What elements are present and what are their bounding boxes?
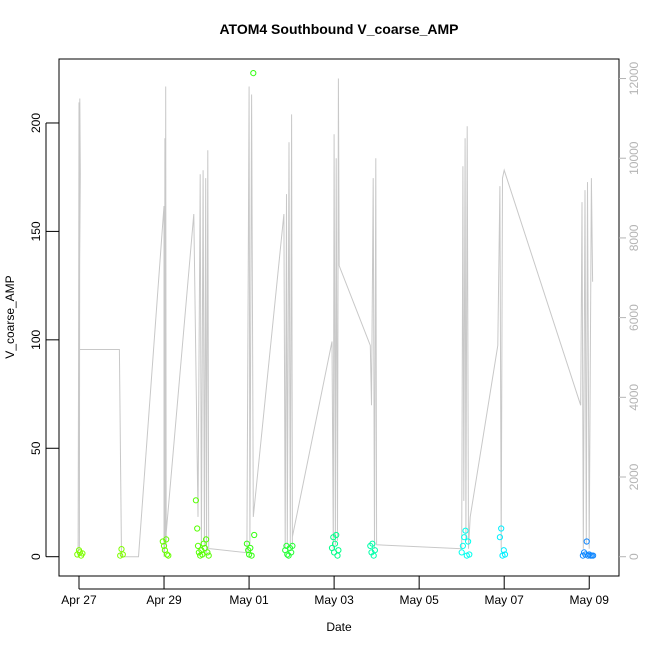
data-point-39 — [289, 542, 296, 550]
data-point-53 — [459, 542, 466, 550]
data-point-67 — [583, 538, 590, 545]
data-point-16 — [194, 542, 202, 550]
data-point-46 — [335, 547, 342, 554]
data-point-13 — [165, 552, 172, 559]
x-tick-label: May 01 — [229, 593, 269, 607]
data-point-45 — [334, 552, 341, 559]
y-right-tick-label: 10000 — [627, 141, 641, 175]
data-point-54 — [461, 534, 468, 541]
data-point-25 — [205, 552, 212, 559]
data-point-20 — [199, 551, 206, 558]
data-point-44 — [333, 531, 340, 539]
x-axis-ticks: Apr 27 Apr 29 May 01 May 03 May 05 May 07 May … — [61, 576, 609, 607]
x-tick-label: Apr 29 — [146, 593, 182, 607]
data-point-38 — [288, 549, 295, 556]
x-tick-label: Apr 27 — [61, 593, 97, 607]
data-point-49 — [369, 540, 376, 547]
data-point-7 — [119, 551, 126, 558]
data-point-9 — [160, 542, 168, 550]
data-point-22 — [201, 544, 208, 552]
y-right-tick-label: 4000 — [627, 384, 641, 411]
y-axis-left-ticks: 0 50 100 150 200 — [29, 113, 59, 560]
data-point-58 — [466, 551, 473, 558]
data-point-55 — [462, 527, 469, 534]
y-left-tick-label: 0 — [29, 553, 43, 560]
x-tick-label: May 05 — [399, 593, 439, 607]
data-point-32 — [251, 531, 258, 539]
data-point-31 — [250, 70, 257, 77]
data-point-62 — [500, 547, 507, 554]
x-tick-label: May 03 — [314, 593, 354, 607]
data-point-63 — [501, 551, 509, 558]
data-point-12 — [163, 551, 171, 558]
y-axis-right-ticks: 0 2000 4000 6000 8000 10000 12000 — [619, 61, 641, 560]
data-point-11 — [163, 536, 170, 543]
x-axis-label: Date — [326, 620, 352, 634]
chart-title: ATOM4 Southbound V_coarse_AMP — [219, 21, 458, 37]
data-point-59 — [496, 534, 503, 541]
data-point-14 — [192, 497, 199, 504]
data-point-57 — [465, 538, 472, 545]
y-right-tick-label: 2000 — [627, 463, 641, 490]
data-point-60 — [498, 525, 505, 532]
y-left-tick-label: 100 — [29, 329, 43, 349]
y-right-tick-label: 6000 — [627, 304, 641, 331]
series-line-right-axis — [77, 78, 594, 558]
x-tick-label: May 07 — [485, 593, 525, 607]
data-point-26 — [243, 540, 250, 547]
data-point-43 — [331, 540, 339, 547]
y-left-tick-label: 150 — [29, 221, 43, 241]
y-right-tick-label: 12000 — [627, 61, 641, 95]
y-right-tick-label: 8000 — [627, 224, 641, 251]
line-series-layer — [77, 78, 594, 558]
point-series-layer — [74, 70, 597, 559]
data-point-23 — [203, 536, 210, 543]
data-point-51 — [371, 547, 378, 554]
y-right-tick-label: 0 — [627, 553, 641, 560]
data-point-52 — [458, 549, 465, 556]
data-point-29 — [247, 544, 254, 552]
data-point-30 — [248, 552, 255, 559]
data-point-24 — [204, 549, 211, 556]
x-tick-label: May 09 — [570, 593, 610, 607]
data-point-4 — [79, 550, 86, 557]
data-point-72 — [590, 552, 597, 559]
y-axis-label: V_coarse_AMP — [3, 275, 17, 358]
y-left-tick-label: 50 — [29, 441, 43, 455]
data-point-15 — [194, 525, 201, 532]
y-left-tick-label: 200 — [29, 113, 43, 133]
